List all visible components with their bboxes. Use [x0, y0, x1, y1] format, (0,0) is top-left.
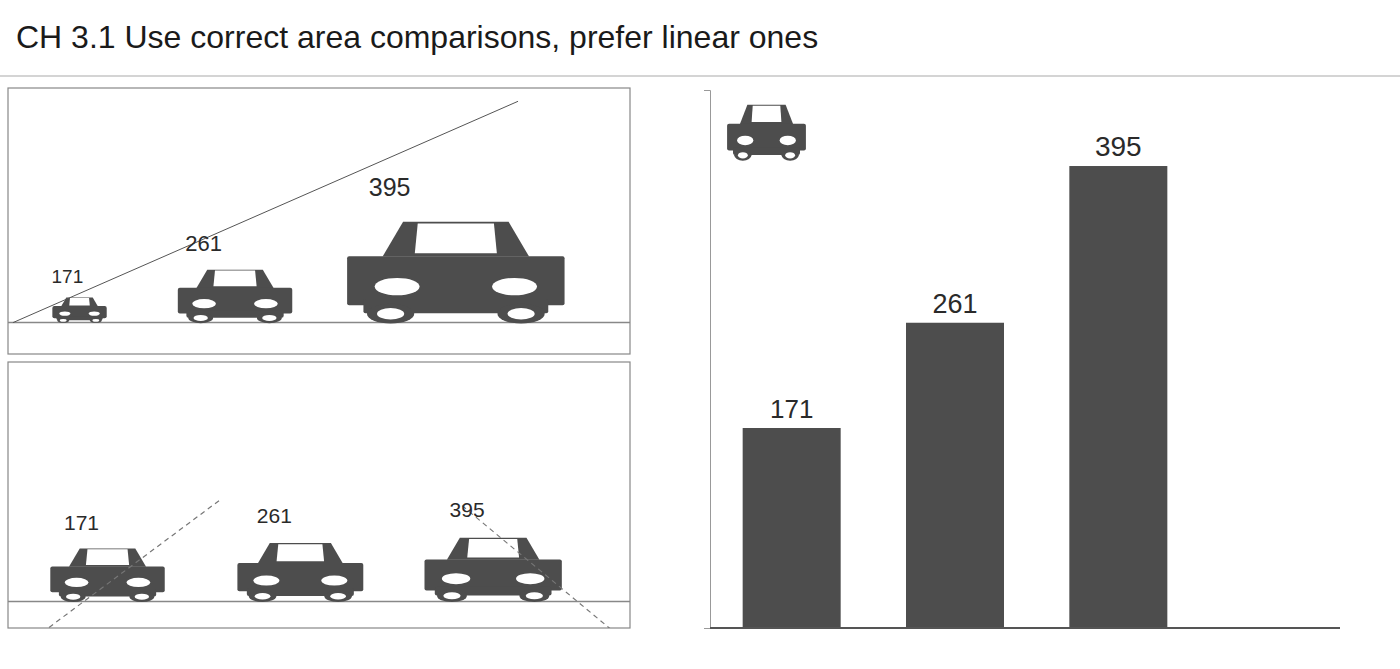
car-icon — [237, 543, 363, 602]
car-headlight — [65, 578, 89, 587]
car-body — [52, 306, 106, 318]
ground-line — [8, 322, 630, 324]
car-windshield — [69, 298, 90, 305]
car-icon-group — [727, 105, 806, 161]
car-headlight — [192, 299, 216, 308]
perspective-line — [462, 506, 630, 628]
car-body — [347, 256, 564, 305]
car-cabin — [447, 538, 540, 560]
car-headlight — [321, 576, 347, 586]
bar — [1069, 166, 1167, 628]
car-headlight — [59, 311, 70, 315]
car-label: 261 — [185, 231, 222, 256]
car-headlight — [737, 136, 753, 146]
chart: CH 3.1 Use correct area comparisons, pre… — [0, 0, 1400, 669]
car-body — [178, 288, 292, 314]
car-wheel-hub — [255, 593, 271, 600]
bar — [906, 323, 1004, 628]
axis-line — [704, 91, 711, 629]
car-body — [237, 563, 363, 591]
car-cabin — [69, 548, 146, 566]
car-headlight — [516, 573, 544, 584]
panel-frame — [8, 88, 630, 354]
car-icon — [178, 270, 292, 323]
car-icon — [347, 222, 564, 324]
car-wheel-hub — [443, 592, 460, 599]
car-wheel — [188, 313, 213, 323]
perspective-line — [13, 101, 518, 322]
car-cabin — [383, 222, 530, 257]
car-wheel — [57, 318, 69, 323]
car-body — [50, 567, 164, 593]
car-headlight — [442, 573, 470, 584]
car-label: 395 — [369, 173, 411, 201]
car-headlight — [492, 278, 537, 295]
y-axis — [704, 91, 711, 629]
car-wheel — [367, 304, 414, 324]
car-windshield — [467, 539, 519, 558]
car-wheel-hub — [135, 594, 149, 600]
car-cabin — [258, 543, 343, 563]
car-wheel-hub — [194, 315, 208, 321]
bar — [743, 428, 841, 628]
car-headlight — [375, 278, 420, 295]
car-wheel — [324, 591, 351, 602]
car-wheel-hub — [330, 593, 346, 600]
car-icon — [50, 548, 164, 601]
car-wheel — [782, 150, 799, 161]
car-body — [727, 124, 806, 151]
car-wheel-hub — [262, 315, 276, 321]
car-wheel — [61, 592, 86, 602]
car-headlight — [780, 136, 796, 146]
car-wheel-hub — [377, 308, 404, 319]
car-wheel — [129, 592, 154, 602]
car-windshield — [752, 106, 782, 122]
car-wheel-hub — [507, 308, 534, 319]
title-rule — [0, 75, 1400, 76]
car-wheel-hub — [738, 152, 748, 158]
car-icon — [727, 105, 806, 161]
car-wheel — [519, 590, 549, 602]
car-wheel-hub — [785, 152, 795, 158]
car-windshield — [213, 271, 256, 287]
car-cabin — [740, 105, 793, 124]
car-label: 171 — [64, 511, 99, 534]
axis-line — [710, 627, 1340, 629]
illustration-panel — [8, 88, 630, 354]
illustration-panel — [0, 362, 680, 669]
car-wheel — [257, 313, 282, 323]
car-cabin — [196, 270, 273, 288]
plot-area — [743, 166, 1168, 628]
perspective-line — [8, 500, 219, 628]
car-wheel — [497, 304, 544, 324]
car-headlight — [89, 311, 100, 315]
car-label: 261 — [257, 504, 292, 527]
car-headlight — [254, 299, 278, 308]
car-wheel — [249, 591, 276, 602]
x-axis — [710, 628, 1340, 629]
title: CH 3.1 Use correct area comparisons, pre… — [16, 19, 818, 55]
data-label: 261 — [932, 289, 977, 319]
car-headlight — [253, 576, 279, 586]
data-label: 395 — [1095, 131, 1142, 162]
car-windshield — [277, 544, 325, 561]
car-wheel — [90, 318, 102, 323]
car-wheel — [734, 150, 751, 161]
car-label: 395 — [450, 498, 485, 521]
car-wheel-hub — [60, 319, 67, 322]
data-label: 171 — [770, 394, 813, 424]
car-icon — [424, 538, 561, 602]
car-windshield — [415, 223, 497, 253]
car-label: 171 — [52, 266, 84, 287]
car-headlight — [127, 578, 151, 587]
car-wheel — [437, 590, 467, 602]
car-wheel-hub — [92, 319, 99, 322]
car-wheel-hub — [526, 592, 543, 599]
car-windshield — [86, 549, 129, 565]
car-body — [424, 560, 561, 591]
car-wheel-hub — [66, 594, 80, 600]
